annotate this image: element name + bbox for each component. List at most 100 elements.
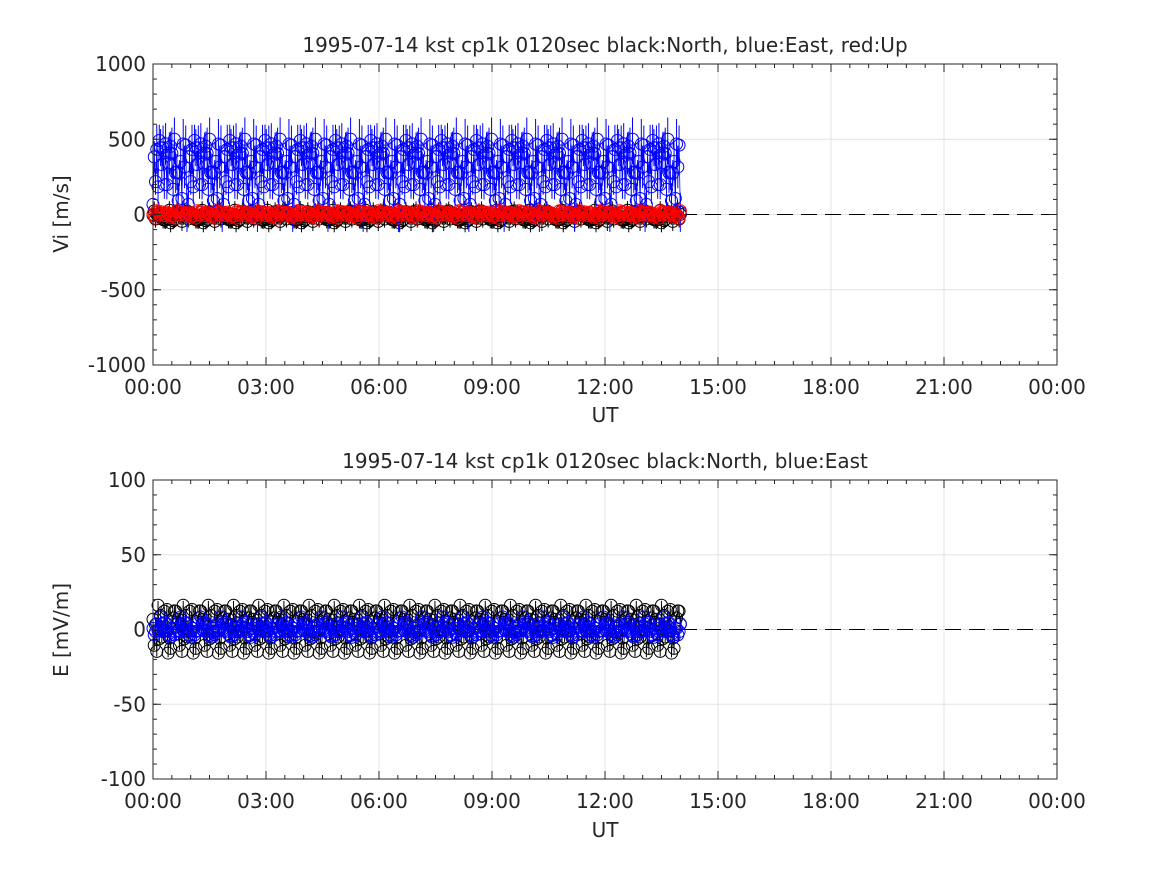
data-point: [235, 146, 249, 160]
data-point: [519, 182, 533, 196]
x-tick-label: 03:00: [237, 375, 295, 399]
x-tick-label: 00:00: [124, 375, 182, 399]
data-point: [223, 134, 237, 148]
data-point: [446, 139, 460, 153]
data-point: [487, 603, 501, 617]
y-tick-label: -100: [101, 767, 146, 791]
data-point: [605, 150, 619, 164]
data-point: [373, 156, 387, 170]
data-point: [323, 150, 337, 164]
data-point: [305, 139, 319, 153]
data-point: [434, 134, 448, 148]
data-point: [474, 638, 488, 652]
data-point: [537, 603, 551, 617]
data-point: [258, 134, 272, 148]
y-tick-label: 0: [133, 618, 146, 642]
data-point: [672, 604, 686, 618]
data-point: [672, 138, 686, 152]
data-point: [272, 182, 286, 196]
data-point: [448, 182, 462, 196]
data-point: [667, 641, 681, 655]
data-point: [578, 158, 592, 172]
data-point: [553, 146, 567, 160]
data-point: [196, 156, 210, 170]
data-point: [424, 638, 438, 652]
data-point: [155, 158, 169, 172]
x-tick-label: 06:00: [350, 375, 408, 399]
data-point: [302, 156, 316, 170]
data-point: [496, 138, 510, 152]
y-tick-label: 100: [108, 468, 146, 492]
efield-xlabel: UT: [592, 818, 620, 842]
data-point: [574, 180, 588, 194]
data-point: [237, 182, 251, 196]
data-point: [637, 138, 651, 152]
data-point: [201, 182, 215, 196]
data-point: [464, 150, 478, 164]
data-point: [234, 139, 248, 153]
x-tick-label: 00:00: [1028, 375, 1086, 399]
data-point: [644, 180, 658, 194]
data-point: [390, 138, 404, 152]
data-point: [671, 160, 685, 174]
data-point: [261, 158, 275, 172]
data-point: [434, 604, 448, 618]
velocity-title: 1995-07-14 kst cp1k 0120sec black:North,…: [302, 33, 907, 57]
data-point: [525, 638, 539, 652]
data-point: [375, 139, 389, 153]
data-point: [225, 158, 239, 172]
data-point: [408, 156, 422, 170]
data-point: [327, 180, 341, 194]
x-tick-label: 21:00: [915, 789, 973, 813]
efield-series-group: [146, 598, 687, 660]
data-point: [190, 158, 204, 172]
data-point: [505, 134, 519, 148]
data-point: [535, 150, 549, 164]
data-point: [410, 139, 424, 153]
data-point: [447, 146, 461, 160]
data-point: [670, 621, 684, 635]
data-point: [235, 603, 249, 617]
data-point: [249, 138, 263, 152]
data-point: [613, 158, 627, 172]
data-point: [362, 180, 376, 194]
data-point: [433, 180, 447, 194]
data-point: [654, 156, 668, 170]
x-tick-label: 12:00: [576, 375, 634, 399]
data-point: [401, 158, 415, 172]
data-point: [340, 139, 354, 153]
data-point: [179, 138, 193, 152]
data-point: [584, 156, 598, 170]
y-tick-label: 500: [108, 127, 146, 151]
data-point: [482, 146, 496, 160]
data-point: [638, 603, 652, 617]
data-point: [366, 158, 380, 172]
data-point: [622, 139, 636, 153]
efield-axes: 00:00 03:00 06:00 09:00 12:00 15:00 18:00 21:00…: [49, 449, 1086, 842]
data-point: [307, 182, 321, 196]
data-point: [271, 146, 285, 160]
data-point: [500, 150, 514, 164]
data-point: [658, 146, 672, 160]
data-point: [386, 603, 400, 617]
y-tick-label: -500: [101, 278, 146, 302]
data-point: [535, 604, 549, 618]
x-tick-label: 09:00: [463, 789, 521, 813]
data-point: [257, 180, 271, 194]
data-point: [646, 134, 660, 148]
efield-ylabel: E [mV/m]: [49, 583, 73, 677]
data-point: [566, 138, 580, 152]
data-point: [269, 139, 283, 153]
data-point: [551, 139, 565, 153]
data-point: [425, 138, 439, 152]
x-tick-label: 18:00: [802, 789, 860, 813]
data-point: [570, 150, 584, 164]
y-tick-label: 50: [121, 543, 146, 567]
data-point: [673, 204, 687, 218]
data-point: [185, 603, 199, 617]
data-point: [657, 139, 671, 153]
data-point: [648, 158, 662, 172]
data-point: [619, 156, 633, 170]
data-point: [223, 638, 237, 652]
